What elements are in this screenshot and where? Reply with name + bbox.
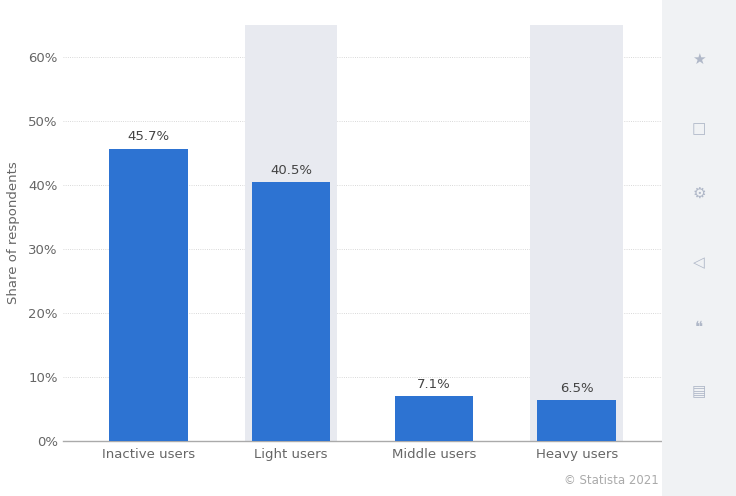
Text: 7.1%: 7.1%: [417, 378, 450, 391]
Bar: [531, 25, 623, 441]
Bar: [252, 182, 330, 441]
Text: ▤: ▤: [692, 384, 707, 399]
Text: ⚙: ⚙: [693, 186, 706, 201]
Bar: [537, 400, 616, 441]
Y-axis label: Share of respondents: Share of respondents: [7, 162, 20, 305]
Bar: [109, 148, 188, 441]
Bar: [394, 396, 473, 441]
Text: ◁: ◁: [693, 255, 705, 270]
Text: ❝: ❝: [695, 320, 704, 335]
Text: 45.7%: 45.7%: [127, 130, 169, 143]
Text: 40.5%: 40.5%: [270, 164, 312, 177]
Text: ★: ★: [693, 52, 706, 67]
Bar: [244, 25, 338, 441]
Text: 6.5%: 6.5%: [560, 381, 593, 395]
Text: © Statista 2021: © Statista 2021: [564, 474, 659, 487]
Text: □: □: [692, 122, 707, 136]
